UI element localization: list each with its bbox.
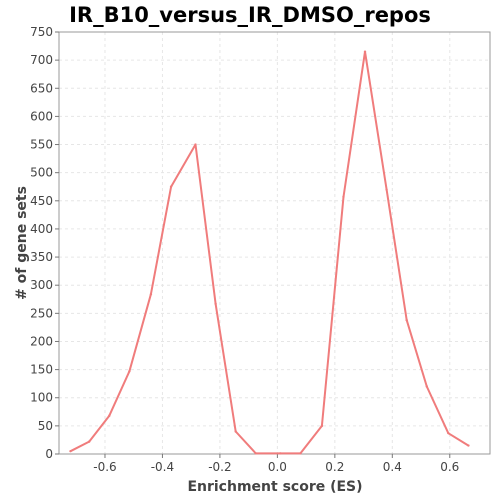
- y-tick-label: 500: [30, 166, 53, 180]
- data-point: [425, 385, 428, 388]
- y-tick-label: 650: [30, 81, 53, 95]
- ticks-layer: 0 50 100 150 200 250 300 350 400 450 500 550 600 650 7…: [30, 25, 459, 474]
- grid-layer: [59, 32, 490, 454]
- x-tick-label: -0.6: [93, 460, 116, 474]
- x-tick-label: -0.4: [151, 460, 174, 474]
- x-axis-label: Enrichment score (ES): [187, 479, 362, 495]
- data-point: [279, 452, 282, 455]
- y-tick-label: 350: [30, 250, 53, 264]
- data-point: [194, 143, 197, 146]
- x-tick-label: 0.0: [268, 460, 287, 474]
- y-tick-label: 750: [30, 25, 53, 39]
- data-point: [363, 50, 367, 53]
- x-tick-label: 0.2: [325, 460, 344, 474]
- data-point: [385, 188, 388, 191]
- data-point: [320, 424, 324, 428]
- y-tick-label: 200: [30, 334, 53, 348]
- data-point: [234, 430, 237, 433]
- y-tick-label: 0: [45, 447, 53, 461]
- data-point: [405, 318, 408, 322]
- y-axis-label: # of gene sets: [14, 186, 30, 300]
- y-tick-label: 250: [30, 306, 53, 320]
- data-point: [108, 414, 111, 417]
- data-point: [87, 440, 91, 443]
- y-tick-label: 450: [30, 194, 53, 208]
- data-point: [128, 370, 131, 373]
- x-tick-label: 0.4: [383, 460, 402, 474]
- plot-frame: [58, 31, 491, 455]
- x-tick-label: -0.2: [208, 460, 231, 474]
- data-point: [342, 195, 345, 199]
- chart-title: IR_B10_versus_IR_DMSO_repos: [69, 3, 431, 27]
- y-tick-label: 50: [38, 419, 53, 433]
- y-tick-label: 300: [30, 278, 53, 292]
- y-tick-label: 600: [30, 109, 53, 123]
- series-line-0: [70, 50, 470, 455]
- data-point: [149, 293, 153, 296]
- y-tick-label: 150: [30, 363, 53, 377]
- data-point: [299, 452, 302, 455]
- data-point: [467, 444, 470, 447]
- series-layer: [69, 50, 470, 455]
- data-point: [447, 431, 450, 435]
- data-point: [69, 449, 72, 453]
- data-point: [254, 452, 258, 455]
- x-tick-label: 0.6: [440, 460, 459, 474]
- y-tick-label: 100: [30, 391, 53, 405]
- data-point: [169, 185, 173, 188]
- y-tick-label: 550: [30, 138, 53, 152]
- y-tick-label: 400: [30, 222, 53, 236]
- data-point: [214, 302, 217, 305]
- y-tick-label: 700: [30, 53, 53, 67]
